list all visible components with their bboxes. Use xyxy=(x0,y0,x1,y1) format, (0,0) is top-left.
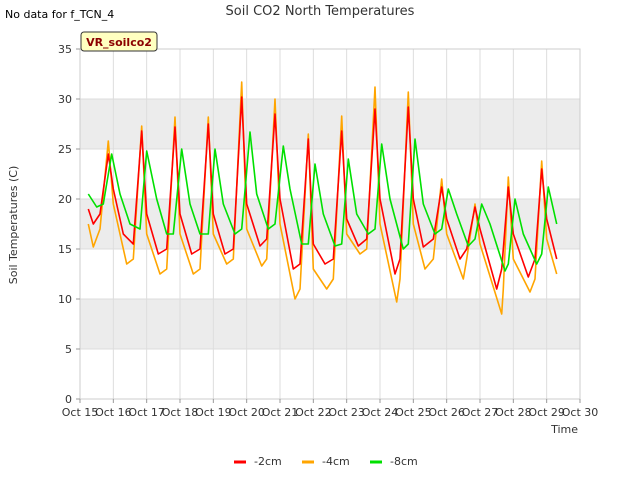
x-tick-label: Oct 25 xyxy=(395,406,432,419)
y-axis-title: Soil Temperatures (C) xyxy=(7,166,20,285)
plot-band xyxy=(80,299,580,349)
chart-title: Soil CO2 North Temperatures xyxy=(226,4,415,19)
series-line-8cmcm xyxy=(87,131,558,272)
x-tick-label: Oct 15 xyxy=(62,406,99,419)
x-tick-label: Oct 16 xyxy=(95,406,132,419)
x-axis-title: Time xyxy=(550,423,578,436)
x-tick-label: Oct 20 xyxy=(228,406,265,419)
x-tick-label: Oct 27 xyxy=(462,406,499,419)
x-tick-label: Oct 29 xyxy=(528,406,565,419)
x-tick-label: Oct 26 xyxy=(428,406,465,419)
x-tick-label: Oct 23 xyxy=(328,406,365,419)
y-tick-label: 5 xyxy=(65,343,72,356)
legend-label: -4cm xyxy=(322,455,350,468)
y-tick-label: 35 xyxy=(58,43,72,56)
y-tick-label: 15 xyxy=(58,243,72,256)
y-tick-label: 30 xyxy=(58,93,72,106)
plot-band xyxy=(80,99,580,149)
x-tick-label: Oct 28 xyxy=(495,406,532,419)
y-tick-label: 0 xyxy=(65,393,72,406)
x-tick-label: Oct 22 xyxy=(295,406,332,419)
badge-box xyxy=(80,31,158,52)
series-layer xyxy=(87,81,558,315)
y-tick-label: 20 xyxy=(58,193,72,206)
x-tick-label: Oct 24 xyxy=(362,406,399,419)
legend-item: -8cm xyxy=(370,455,418,468)
x-tick-label: Oct 30 xyxy=(562,406,599,419)
x-tick-label: Oct 19 xyxy=(195,406,232,419)
legend-item: -2cm xyxy=(234,455,282,468)
legend-label: -2cm xyxy=(254,455,282,468)
station-badge: VR_soilco2 xyxy=(80,31,158,52)
series-line-2cmcm xyxy=(87,96,558,290)
y-tick-label: 10 xyxy=(58,293,72,306)
legend: -2cm -4cm -8cm xyxy=(234,455,418,468)
x-tick-label: Oct 17 xyxy=(128,406,165,419)
y-tick-label: 25 xyxy=(58,143,72,156)
legend-item: -4cm xyxy=(302,455,350,468)
badge-label: VR_soilco2 xyxy=(86,36,152,49)
plot-frame xyxy=(79,48,581,400)
x-tick-label: Oct 18 xyxy=(162,406,199,419)
x-tick-label: Oct 21 xyxy=(262,406,299,419)
no-data-note: No data for f_TCN_4 xyxy=(5,8,114,21)
legend-label: -8cm xyxy=(390,455,418,468)
